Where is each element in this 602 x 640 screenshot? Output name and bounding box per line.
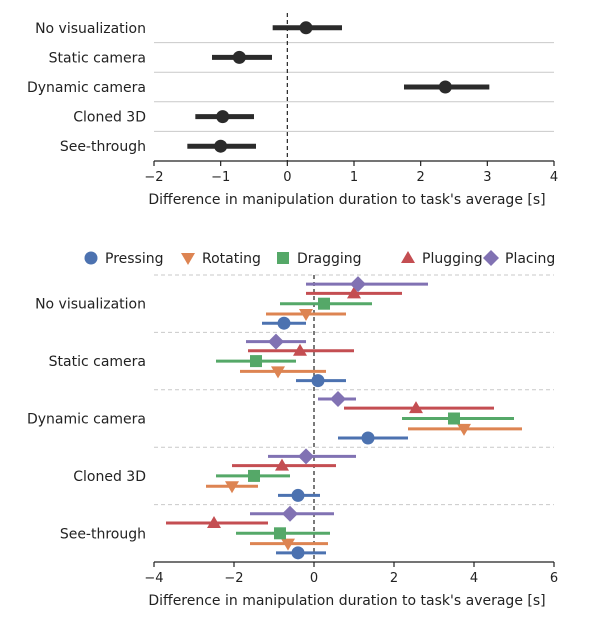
mean-point-overall-cloned-3d — [216, 110, 230, 124]
category-label-cloned-3d: Cloned 3D — [73, 469, 146, 485]
category-label-static-camera: Static camera — [49, 354, 146, 370]
legend-marker-rotating — [181, 253, 195, 265]
legend-marker-pressing — [84, 251, 98, 265]
x-axis-title: Difference in manipulation duration to t… — [148, 593, 545, 609]
category-label-static-camera: Static camera — [49, 50, 146, 66]
series-plugging — [166, 286, 494, 528]
x-tick-label: −1 — [211, 170, 230, 185]
x-tick-label: 3 — [483, 170, 491, 185]
mean-point-pressing-dynamic-camera — [361, 431, 375, 445]
x-tick-label: 4 — [550, 170, 558, 185]
x-tick-label: 6 — [550, 571, 558, 586]
x-tick-label: −4 — [144, 571, 163, 586]
legend-label-dragging: Dragging — [297, 251, 362, 267]
legend-item-pressing: Pressing — [84, 251, 164, 267]
x-tick-label: 0 — [283, 170, 291, 185]
x-tick-label: 4 — [470, 571, 478, 586]
legend-marker-placing — [483, 250, 499, 266]
x-tick-label: −2 — [144, 170, 163, 185]
mean-point-rotating-static-camera — [271, 366, 285, 379]
mean-point-placing-dynamic-camera — [330, 390, 346, 407]
legend-item-rotating: Rotating — [181, 251, 261, 267]
mean-point-plugging-static-camera — [293, 343, 307, 356]
mean-point-plugging-see-through — [207, 515, 221, 528]
series-rotating — [206, 309, 522, 551]
mean-point-dragging-see-through — [274, 527, 286, 540]
x-axis-title: Difference in manipulation duration to t… — [148, 192, 545, 208]
mean-point-placing-cloned-3d — [298, 448, 314, 465]
x-tick-label: 2 — [417, 170, 425, 185]
mean-point-rotating-cloned-3d — [225, 481, 239, 494]
series-pressing — [262, 316, 408, 560]
mean-point-dragging-dynamic-camera — [448, 412, 460, 425]
mean-point-dragging-no-visualization — [318, 297, 330, 310]
x-tick-label: 1 — [350, 170, 358, 185]
legend-label-pressing: Pressing — [105, 251, 164, 267]
category-label-see-through: See-through — [60, 139, 146, 155]
legend-label-rotating: Rotating — [202, 251, 261, 267]
legend-item-placing: Placing — [483, 250, 555, 267]
mean-point-pressing-no-visualization — [277, 316, 291, 330]
x-tick-label: 0 — [310, 571, 318, 586]
mean-point-plugging-no-visualization — [347, 286, 361, 299]
mean-point-rotating-see-through — [281, 538, 295, 551]
mean-point-plugging-cloned-3d — [275, 458, 289, 471]
series-dragging — [216, 297, 514, 540]
mean-point-pressing-see-through — [291, 546, 305, 560]
mean-point-overall-no-visualization — [299, 21, 313, 35]
mean-point-pressing-static-camera — [311, 374, 325, 388]
series-placing — [246, 276, 428, 522]
series-overall — [187, 21, 490, 153]
mean-point-overall-see-through — [214, 139, 228, 153]
mean-point-plugging-dynamic-camera — [409, 401, 423, 414]
x-tick-label: 2 — [390, 571, 398, 586]
category-label-dynamic-camera: Dynamic camera — [27, 80, 146, 96]
category-label-no-visualization: No visualization — [35, 297, 146, 313]
mean-point-overall-dynamic-camera — [438, 80, 452, 94]
category-label-dynamic-camera: Dynamic camera — [27, 412, 146, 428]
legend-marker-dragging — [277, 252, 289, 264]
mean-point-pressing-cloned-3d — [291, 488, 305, 502]
mean-point-rotating-no-visualization — [299, 309, 313, 322]
mean-point-dragging-cloned-3d — [248, 469, 260, 482]
bottom-chart: No visualization Static camera Dynamic cam… — [27, 250, 558, 609]
mean-point-dragging-static-camera — [250, 355, 262, 368]
mean-point-overall-static-camera — [232, 50, 246, 64]
legend-item-dragging: Dragging — [277, 251, 362, 267]
x-tick-label: −2 — [224, 571, 243, 586]
category-label-see-through: See-through — [60, 526, 146, 542]
legend-item-plugging: Plugging — [401, 251, 483, 267]
mean-point-placing-static-camera — [268, 333, 284, 350]
legend-label-plugging: Plugging — [422, 251, 483, 267]
mean-point-rotating-dynamic-camera — [457, 423, 471, 436]
mean-point-placing-no-visualization — [350, 276, 366, 293]
top-chart: No visualization Static camera Dynamic cam… — [27, 13, 558, 208]
category-label-cloned-3d: Cloned 3D — [73, 110, 146, 126]
legend: Pressing Rotating Dragging Plugging Placing — [84, 250, 555, 267]
category-label-no-visualization: No visualization — [35, 21, 146, 37]
mean-point-placing-see-through — [282, 505, 298, 522]
legend-label-placing: Placing — [505, 251, 555, 267]
legend-marker-plugging — [401, 251, 415, 263]
